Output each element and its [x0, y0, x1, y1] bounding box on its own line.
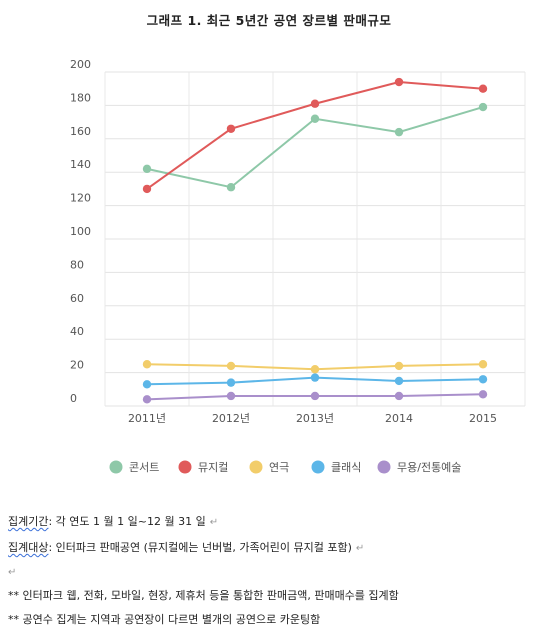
- note-target: 집계대상: 인터파크 판매공연 (뮤지컬에는 넌버벌, 가족어린이 뮤지컬 포함…: [8, 542, 364, 554]
- data-point: [394, 376, 404, 386]
- data-point: [142, 184, 152, 194]
- data-point: [310, 365, 320, 374]
- paragraph-mark: ↵: [8, 567, 17, 578]
- y-tick-label: 140: [70, 158, 91, 171]
- data-point: [142, 395, 152, 404]
- series-무용/전통예술: [142, 390, 488, 404]
- legend-label: 콘서트: [129, 461, 159, 474]
- data-point: [226, 391, 236, 401]
- legend-swatch: [311, 460, 325, 474]
- legend-swatch: [178, 460, 192, 474]
- y-tick-label: 60: [70, 292, 84, 305]
- data-point: [394, 77, 404, 87]
- y-tick-label: 160: [70, 125, 91, 138]
- data-point: [310, 373, 320, 382]
- paragraph-mark: ↵: [209, 517, 219, 528]
- legend-label: 연극: [269, 461, 289, 474]
- x-tick-label: 2012년: [212, 412, 250, 425]
- legend-swatch: [109, 460, 123, 474]
- x-tick-label: 2013년: [296, 412, 334, 425]
- legend-label: 무용/전통예술: [397, 461, 461, 474]
- series-클래식: [142, 373, 488, 389]
- note-count-rule: ** 공연수 집계는 지역과 공연장이 다르면 별개의 공연으로 카운팅함: [8, 613, 321, 626]
- y-axis-ticks: 0 20 40 60 80 100 120 140 160 180 200: [70, 58, 91, 405]
- period-text: : 각 연도 1 월 1 일~12 월 31 일: [48, 515, 206, 528]
- target-text: : 인터파크 판매공연 (뮤지컬에는 넌버벌, 가족어린이 뮤지컬 포함): [48, 541, 352, 554]
- legend-swatch: [249, 460, 263, 474]
- y-tick-label: 100: [70, 225, 91, 238]
- data-point: [394, 127, 404, 137]
- data-point: [478, 102, 488, 112]
- legend-swatch: [377, 460, 391, 474]
- paragraph-mark: ↵: [355, 543, 365, 554]
- data-point: [310, 114, 320, 123]
- series-line: [146, 81, 484, 190]
- data-point: [394, 391, 404, 401]
- data-point: [478, 375, 488, 384]
- note-sales-scope: ** 인터파크 웹, 전화, 모바일, 현장, 제휴처 등을 통합한 판매금액,…: [8, 589, 399, 602]
- data-point: [394, 361, 404, 371]
- note-empty-line: ↵: [8, 566, 16, 578]
- data-point: [226, 378, 236, 387]
- chart-series: [142, 77, 488, 404]
- data-point: [310, 391, 320, 401]
- data-point: [310, 99, 320, 108]
- series-콘서트: [142, 102, 488, 192]
- x-tick-label: 2015: [469, 412, 497, 425]
- data-point: [226, 124, 236, 133]
- data-point: [478, 84, 488, 93]
- data-point: [142, 380, 152, 389]
- series-뮤지컬: [142, 77, 488, 194]
- series-연극: [142, 360, 488, 374]
- data-point: [478, 390, 488, 399]
- target-label: 집계대상: [8, 541, 49, 554]
- x-tick-label: 2011년: [128, 412, 166, 425]
- x-axis-ticks: 2011년 2012년 2013년 2014 2015: [128, 412, 497, 425]
- y-tick-label: 0: [70, 392, 77, 405]
- note-period: 집계기간: 각 연도 1 월 1 일~12 월 31 일 ↵: [8, 516, 218, 528]
- data-point: [142, 360, 152, 369]
- chart-title: 그래프 1. 최근 5년간 공연 장르별 판매규모: [146, 13, 392, 28]
- legend-label: 클래식: [331, 461, 361, 474]
- y-tick-label: 200: [70, 58, 91, 71]
- y-tick-label: 20: [70, 359, 84, 372]
- chart-legend: 콘서트 뮤지컬 연극 클래식 무용/전통예술: [109, 460, 461, 474]
- data-point: [226, 183, 236, 192]
- data-point: [142, 164, 152, 174]
- y-tick-label: 80: [70, 258, 84, 271]
- data-point: [226, 361, 236, 371]
- y-tick-label: 180: [70, 91, 91, 104]
- data-point: [478, 360, 488, 369]
- period-label: 집계기간: [8, 515, 49, 528]
- legend-label: 뮤지컬: [198, 461, 228, 474]
- x-tick-label: 2014: [385, 412, 413, 425]
- y-tick-label: 120: [70, 192, 91, 205]
- y-tick-label: 40: [70, 325, 84, 338]
